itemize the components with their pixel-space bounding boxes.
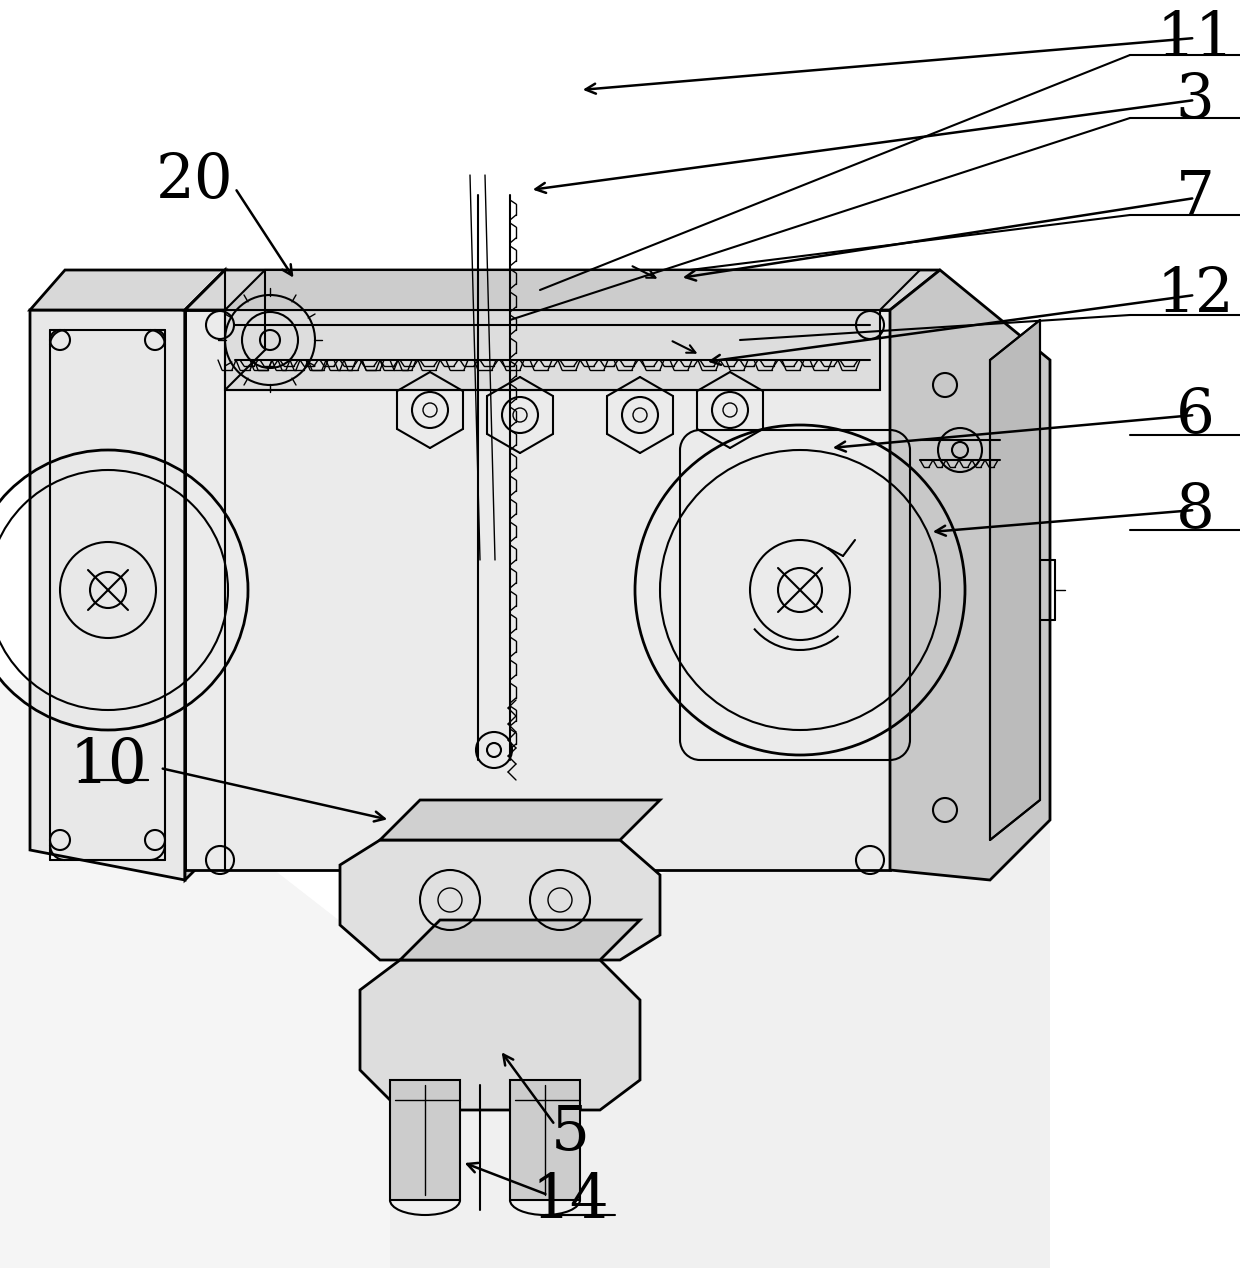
Polygon shape (360, 960, 640, 1110)
Polygon shape (401, 921, 640, 960)
Polygon shape (185, 309, 890, 870)
Polygon shape (890, 270, 1050, 880)
Polygon shape (990, 320, 1040, 839)
Text: 3: 3 (1176, 70, 1214, 131)
Text: 20: 20 (156, 150, 234, 210)
Text: 5: 5 (551, 1103, 589, 1163)
Polygon shape (379, 800, 660, 839)
Polygon shape (340, 839, 660, 960)
Polygon shape (0, 680, 391, 1268)
Polygon shape (30, 270, 224, 309)
Polygon shape (224, 270, 920, 309)
Text: 6: 6 (1176, 385, 1214, 445)
Text: 10: 10 (69, 735, 146, 795)
Polygon shape (391, 749, 1050, 1268)
Polygon shape (30, 309, 185, 880)
Text: 12: 12 (1156, 265, 1234, 325)
Polygon shape (224, 309, 880, 391)
Text: 8: 8 (1176, 481, 1214, 540)
Polygon shape (185, 270, 940, 309)
Text: 7: 7 (1176, 167, 1214, 228)
Polygon shape (185, 270, 224, 880)
Polygon shape (391, 1080, 460, 1200)
Text: 11: 11 (1156, 8, 1234, 68)
Polygon shape (510, 1080, 580, 1200)
Text: 14: 14 (531, 1170, 609, 1230)
